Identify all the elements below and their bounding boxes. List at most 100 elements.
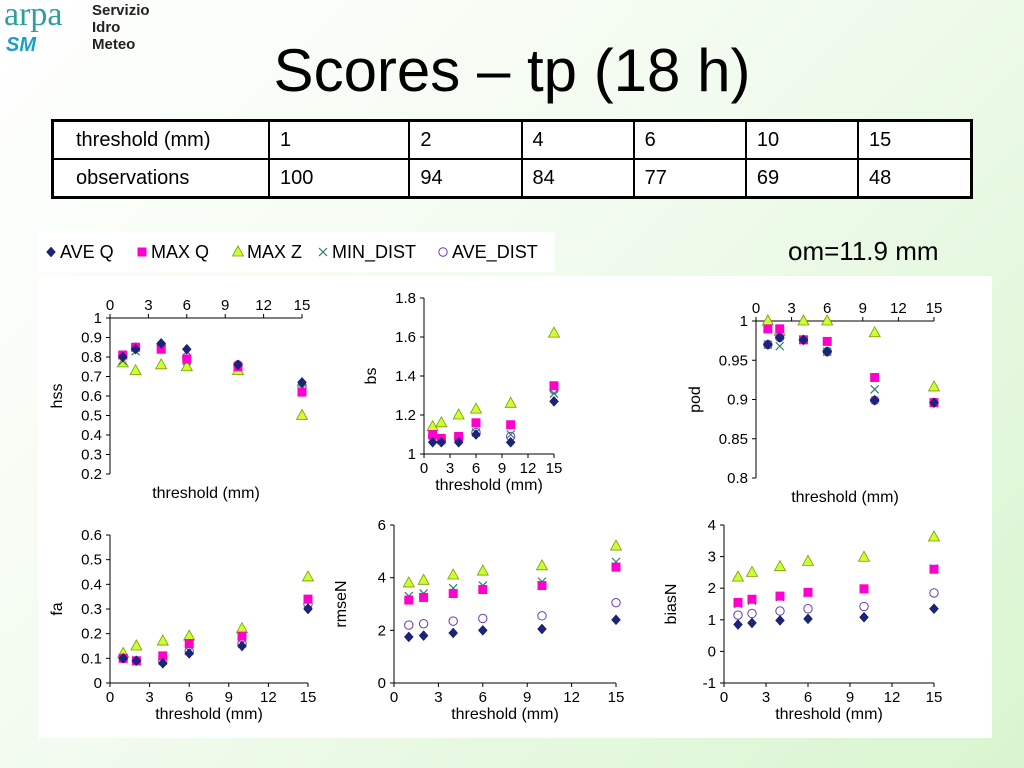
y-tick-label: 4 — [708, 517, 716, 534]
y-tick-label: 0.5 — [81, 552, 102, 569]
table-cell: 2 — [408, 119, 523, 160]
data-point-triangle — [183, 629, 196, 641]
data-point-diamond — [303, 603, 313, 615]
y-axis-title: fa — [49, 602, 66, 615]
data-point-diamond — [237, 640, 247, 652]
data-point-square — [537, 581, 547, 591]
data-point-square — [478, 585, 488, 595]
table-cell: 69 — [744, 158, 859, 199]
x-tick-label: 6 — [183, 297, 191, 314]
data-point-diamond — [453, 436, 464, 448]
x-tick-label: 9 — [221, 297, 229, 314]
data-point-triangle — [745, 565, 759, 577]
x-tick-label: 15 — [608, 689, 625, 706]
diamond-legend-icon — [46, 246, 56, 258]
data-point-triangle — [857, 550, 871, 562]
data-point-diamond — [297, 376, 307, 388]
x-axis-title: threshold (mm) — [155, 706, 263, 723]
data-point-triangle — [476, 564, 489, 576]
x-tick-label: 12 — [255, 297, 272, 314]
data-point-diamond — [436, 436, 447, 448]
data-point-x — [549, 389, 559, 398]
data-point-square — [803, 587, 813, 597]
y-tick-label: 0.6 — [81, 388, 102, 405]
x-tick-label: 15 — [300, 689, 317, 706]
x-tick-label: 12 — [520, 460, 537, 477]
y-tick-label: 4 — [378, 570, 386, 587]
data-point-diamond — [929, 603, 939, 615]
y-tick-label: 1 — [408, 446, 416, 463]
legend-label: MIN_DIST — [332, 242, 417, 262]
x-tick-label: 12 — [563, 689, 580, 706]
x-tick-label: 15 — [294, 297, 311, 314]
data-point-triangle — [609, 539, 623, 551]
data-point-diamond — [733, 619, 743, 630]
data-point-square — [297, 387, 307, 397]
x-tick-label: 15 — [926, 689, 943, 706]
y-axis-title: bs — [363, 368, 380, 385]
data-point-square — [733, 597, 743, 607]
data-point-diamond — [929, 397, 939, 409]
data-point-circle — [611, 597, 621, 608]
data-point-diamond — [537, 623, 547, 635]
data-point-diamond — [798, 334, 809, 346]
legend-label: AVE Q — [60, 242, 114, 262]
logo-text: Servizio Idro Meteo — [92, 2, 150, 53]
data-point-triangle — [435, 415, 448, 428]
y-tick-label: 1 — [708, 612, 716, 629]
data-point-square — [611, 562, 621, 572]
y-axis-title: biasN — [663, 584, 680, 625]
x-legend-icon — [318, 247, 328, 257]
x-tick-label: 9 — [846, 689, 854, 706]
legend-marker — [438, 247, 448, 257]
y-tick-label: 0.6 — [81, 527, 102, 544]
data-point-circle — [733, 610, 743, 620]
data-point-triangle — [452, 408, 465, 420]
y-tick-label: 0.9 — [81, 330, 102, 347]
data-point-triangle — [235, 621, 249, 634]
data-point-diamond — [130, 343, 141, 355]
y-tick-label: 0 — [708, 643, 716, 660]
data-point-circle — [929, 588, 939, 598]
data-point-circle — [803, 604, 813, 614]
y-tick-label: 1 — [94, 310, 102, 327]
chart-legend: AVE Q MAX Q MAX Z MIN_DIST AVE_DIST — [38, 232, 555, 272]
y-tick-label: 1.4 — [395, 368, 416, 385]
chart-fa: 0 0.1 0.2 0.3 0.4 0.5 0.6 0 3 6 9 12 15 threshold (mm… — [49, 527, 316, 723]
x-tick-label: 0 — [720, 689, 728, 706]
data-point-diamond — [859, 611, 869, 623]
data-point-diamond — [156, 337, 167, 349]
data-point-diamond — [774, 332, 785, 343]
y-tick-label: 0.1 — [81, 650, 102, 667]
data-point-square — [763, 324, 773, 334]
chart-pod: 0.8 0.85 0.9 0.95 10 3 6 9 12 15 threshold (mm) pod — [687, 300, 942, 506]
y-tick-label: 0.7 — [81, 369, 102, 386]
x-tick-label: 0 — [106, 689, 114, 706]
data-point-triangle — [868, 325, 881, 338]
x-tick-label: 3 — [434, 689, 442, 706]
data-point-triangle — [295, 408, 309, 420]
x-tick-label: 6 — [472, 460, 480, 477]
data-point-diamond — [233, 359, 243, 371]
x-tick-label: 12 — [884, 689, 901, 706]
data-point-triangle — [927, 380, 941, 392]
data-point-diamond — [763, 339, 773, 350]
observations-table: threshold (mm) 1 2 4 6 10 15 observation… — [51, 119, 973, 199]
data-point-triangle — [469, 402, 483, 414]
x-axis-title: threshold (mm) — [152, 485, 260, 502]
data-point-square — [182, 354, 192, 364]
data-point-diamond — [117, 351, 128, 363]
y-tick-label: 0.2 — [81, 626, 102, 643]
table-cell: 84 — [520, 158, 635, 199]
data-point-circle — [537, 611, 547, 621]
arpa-logo: arpa SM Servizio Idro Meteo — [0, 0, 175, 60]
data-point-triangle — [155, 357, 168, 370]
data-point-square — [158, 651, 168, 661]
y-tick-label: 0.85 — [719, 431, 748, 448]
triangle-legend-icon — [231, 245, 245, 257]
data-point-triangle — [447, 568, 460, 580]
legend-label: AVE_DIST — [452, 242, 538, 262]
data-point-circle — [478, 613, 488, 624]
slide-title: Scores – tp (18 h) — [273, 37, 751, 104]
